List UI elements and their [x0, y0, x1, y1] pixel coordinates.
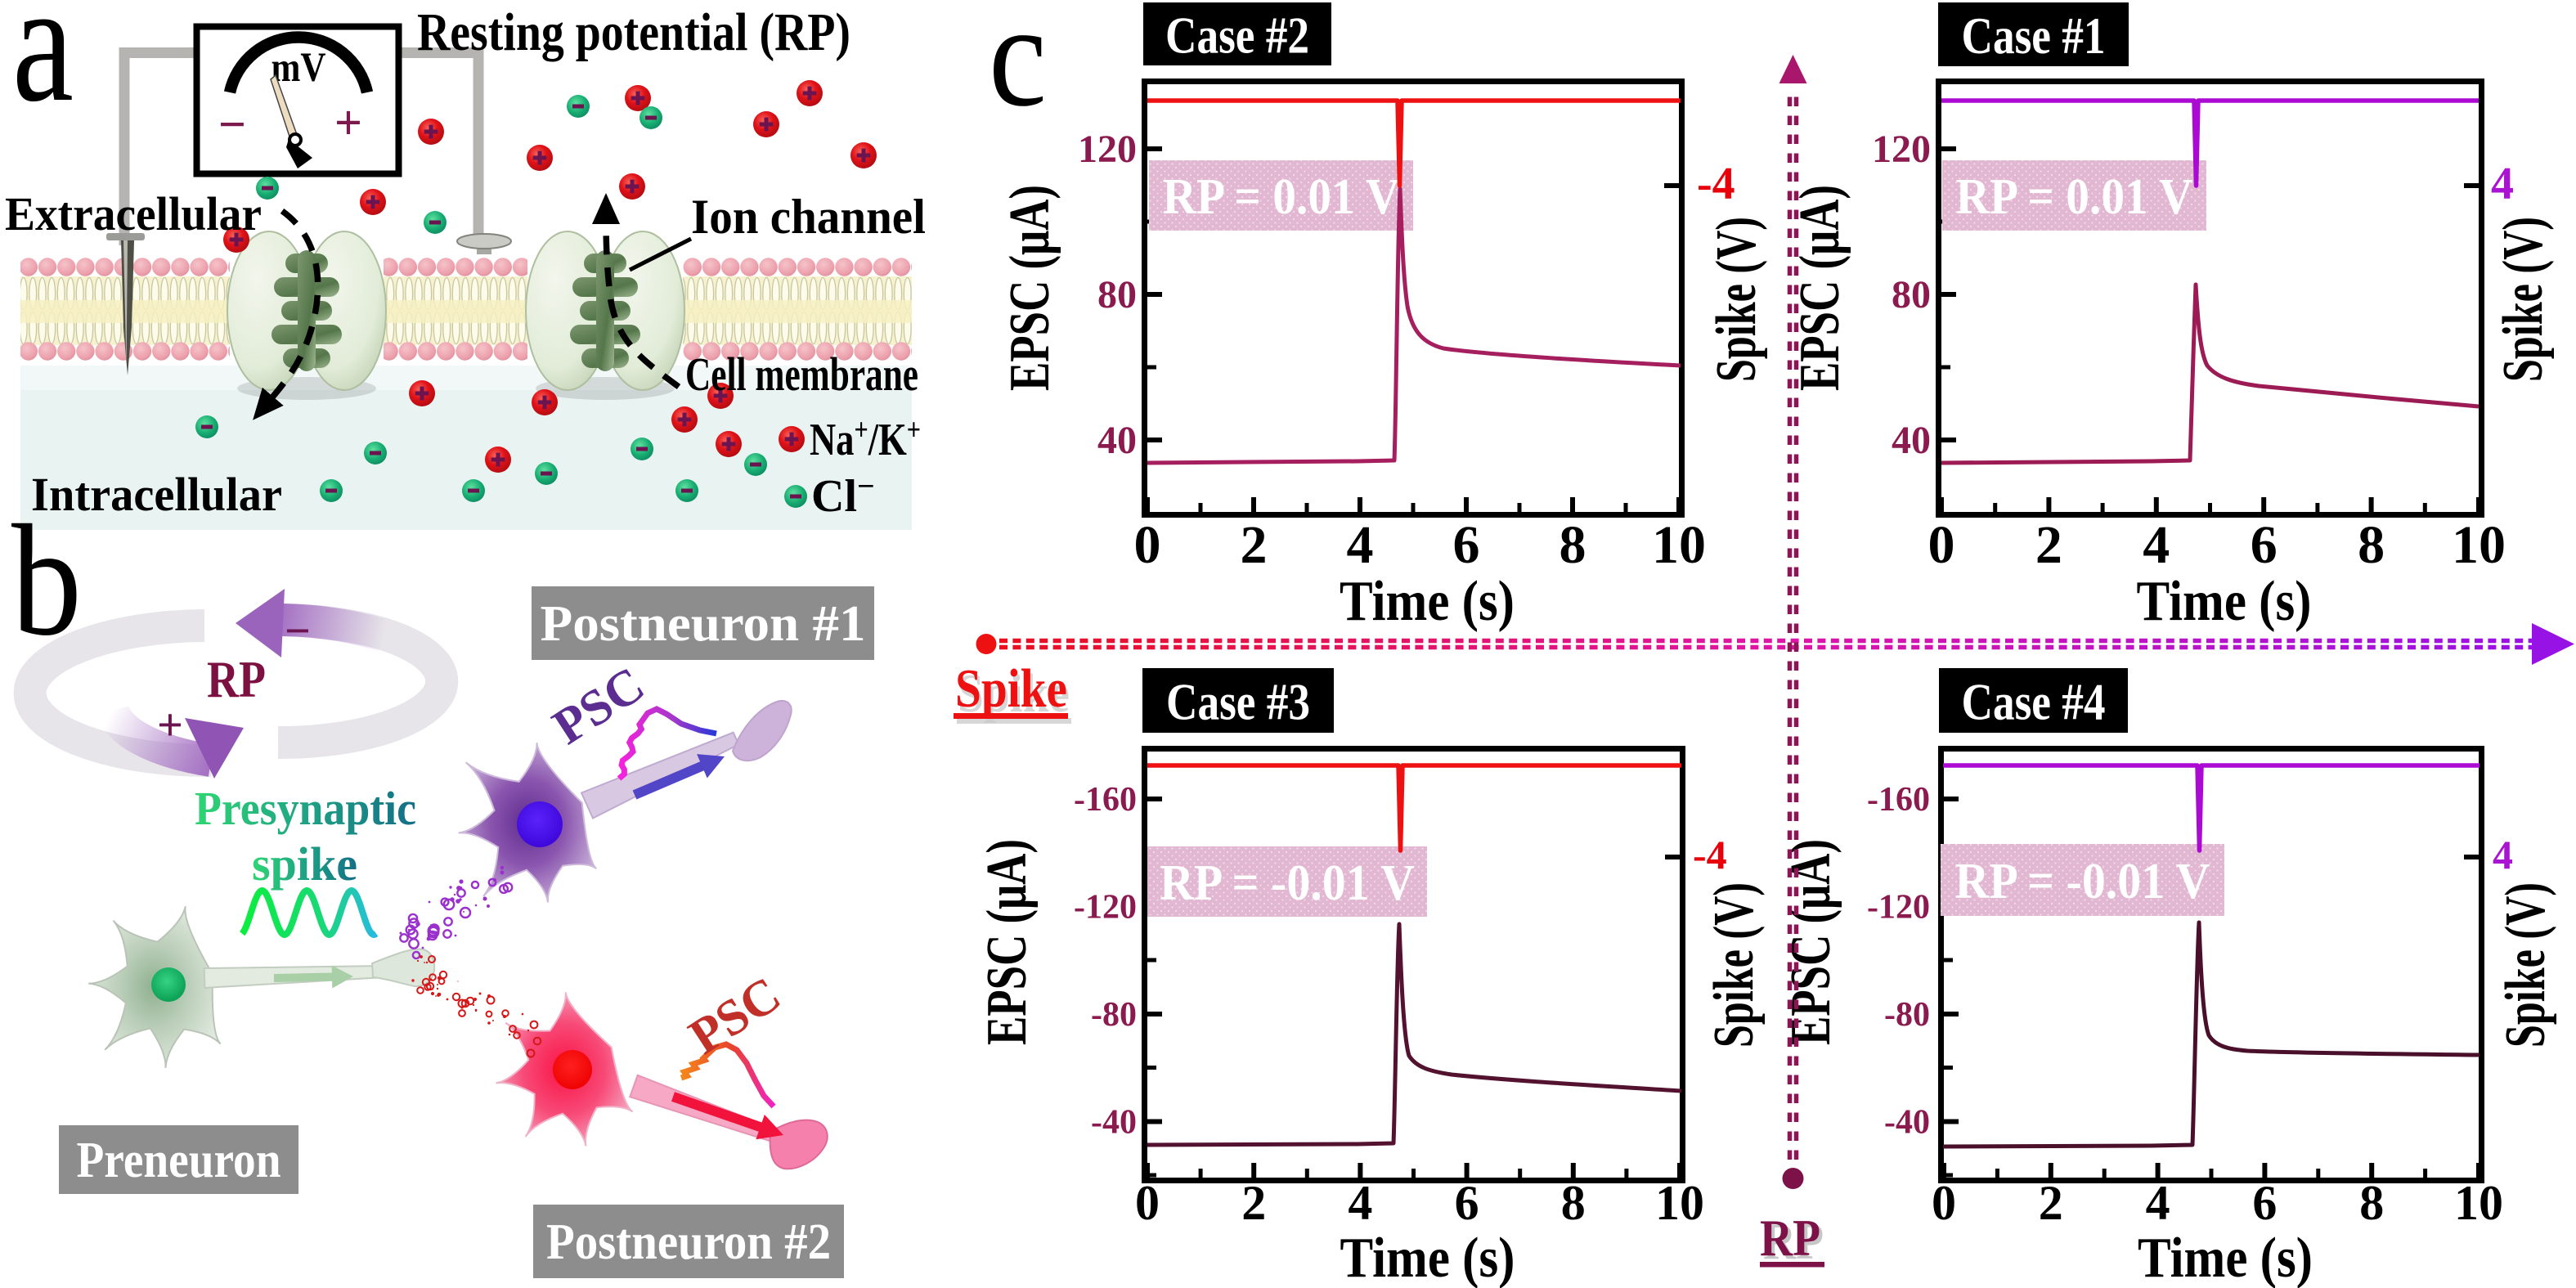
svg-text:8: 8 — [2358, 515, 2385, 575]
svg-text:Presynaptic: Presynaptic — [195, 782, 416, 835]
svg-text:-40: -40 — [1884, 1103, 1930, 1141]
svg-text:Ion channel: Ion channel — [691, 190, 926, 244]
svg-text:a: a — [12, 0, 74, 137]
svg-text:RP = -0.01 V: RP = -0.01 V — [1160, 855, 1415, 911]
svg-text:Spike: Spike — [955, 658, 1067, 719]
svg-text:-80: -80 — [1884, 996, 1930, 1034]
svg-text:Spike (V): Spike (V) — [1703, 882, 1766, 1048]
svg-text:RP: RP — [207, 650, 266, 708]
svg-text:6: 6 — [1453, 515, 1480, 575]
svg-text:4: 4 — [2491, 159, 2514, 209]
svg-text:-4: -4 — [1697, 159, 1735, 209]
svg-text:10: 10 — [2454, 1176, 2503, 1230]
svg-text:EPSC (μA): EPSC (μA) — [1788, 185, 1851, 391]
svg-text:8: 8 — [2359, 1176, 2384, 1230]
svg-text:40: 40 — [1097, 419, 1137, 462]
svg-text:EPSC (μA): EPSC (μA) — [999, 185, 1061, 391]
svg-text:Spike (V): Spike (V) — [1705, 217, 1768, 382]
svg-text:Preneuron: Preneuron — [77, 1133, 281, 1188]
svg-text:4: 4 — [1348, 1176, 1372, 1230]
svg-text:2: 2 — [1241, 1176, 1266, 1230]
svg-text:8: 8 — [1561, 1176, 1586, 1230]
svg-text:RP: RP — [1763, 1212, 1824, 1270]
svg-text:Extracellular: Extracellular — [5, 187, 262, 240]
svg-text:120: 120 — [1078, 128, 1137, 171]
svg-text:2: 2 — [1241, 515, 1268, 575]
svg-text:0: 0 — [1135, 1176, 1160, 1230]
svg-text:-160: -160 — [1074, 781, 1137, 819]
svg-text:Case #2: Case #2 — [1165, 7, 1309, 65]
svg-text:+: + — [334, 96, 362, 150]
svg-text:+: + — [157, 700, 183, 751]
svg-text:10: 10 — [1652, 515, 1706, 575]
svg-text:c: c — [989, 0, 1047, 137]
svg-text:4: 4 — [2493, 832, 2513, 877]
svg-text:4: 4 — [1347, 515, 1374, 575]
svg-text:0: 0 — [1928, 515, 1955, 575]
svg-text:RP: RP — [1760, 1209, 1820, 1267]
svg-text:Resting potential (RP): Resting potential (RP) — [417, 2, 850, 62]
svg-text:Postneuron #2: Postneuron #2 — [546, 1214, 831, 1270]
svg-text:Intracellular: Intracellular — [31, 468, 282, 521]
svg-text:-4: -4 — [1693, 832, 1727, 877]
svg-text:2: 2 — [2035, 515, 2062, 575]
svg-text:2: 2 — [2039, 1176, 2063, 1230]
svg-text:Cell membrane: Cell membrane — [685, 348, 918, 401]
svg-text:Spike (V): Spike (V) — [2494, 882, 2557, 1048]
svg-text:−: − — [218, 97, 246, 151]
svg-text:Postneuron #1: Postneuron #1 — [541, 596, 866, 652]
svg-text:-120: -120 — [1074, 888, 1137, 926]
svg-text:8: 8 — [1560, 515, 1586, 575]
svg-text:0: 0 — [1134, 515, 1161, 575]
svg-text:10: 10 — [2452, 515, 2506, 575]
svg-text:80: 80 — [1097, 273, 1137, 316]
svg-text:0: 0 — [1932, 1176, 1956, 1230]
svg-text:spike: spike — [252, 837, 357, 891]
svg-text:Case #3: Case #3 — [1166, 673, 1310, 731]
svg-text:6: 6 — [2251, 515, 2278, 575]
svg-text:40: 40 — [1892, 419, 1931, 462]
svg-text:Spike (V): Spike (V) — [2492, 217, 2555, 382]
svg-text:6: 6 — [2252, 1176, 2277, 1230]
svg-text:RP = 0.01 V: RP = 0.01 V — [1956, 169, 2193, 225]
svg-text:Time (s): Time (s) — [1340, 1227, 1515, 1288]
svg-text:Time (s): Time (s) — [1340, 570, 1515, 633]
svg-text:Na+/K+: Na+/K+ — [810, 413, 921, 465]
svg-text:80: 80 — [1892, 273, 1931, 316]
svg-text:Case #4: Case #4 — [1962, 673, 2106, 731]
svg-text:6: 6 — [1455, 1176, 1479, 1230]
svg-text:10: 10 — [1655, 1176, 1704, 1230]
svg-text:−: − — [285, 606, 311, 657]
svg-text:4: 4 — [2143, 515, 2170, 575]
svg-text:Time (s): Time (s) — [2137, 570, 2312, 633]
svg-text:mV: mV — [272, 45, 326, 91]
svg-text:120: 120 — [1872, 128, 1931, 171]
svg-text:4: 4 — [2146, 1176, 2170, 1230]
svg-text:-80: -80 — [1091, 996, 1137, 1034]
svg-text:RP = 0.01 V: RP = 0.01 V — [1163, 169, 1400, 225]
svg-text:Time (s): Time (s) — [2138, 1227, 2313, 1288]
svg-text:-120: -120 — [1867, 888, 1930, 926]
svg-text:Case #1: Case #1 — [1962, 7, 2106, 65]
svg-text:RP = -0.01 V: RP = -0.01 V — [1955, 854, 2210, 909]
svg-text:-160: -160 — [1867, 781, 1930, 819]
svg-text:-40: -40 — [1091, 1103, 1137, 1141]
svg-text:EPSC (μA): EPSC (μA) — [976, 839, 1039, 1045]
